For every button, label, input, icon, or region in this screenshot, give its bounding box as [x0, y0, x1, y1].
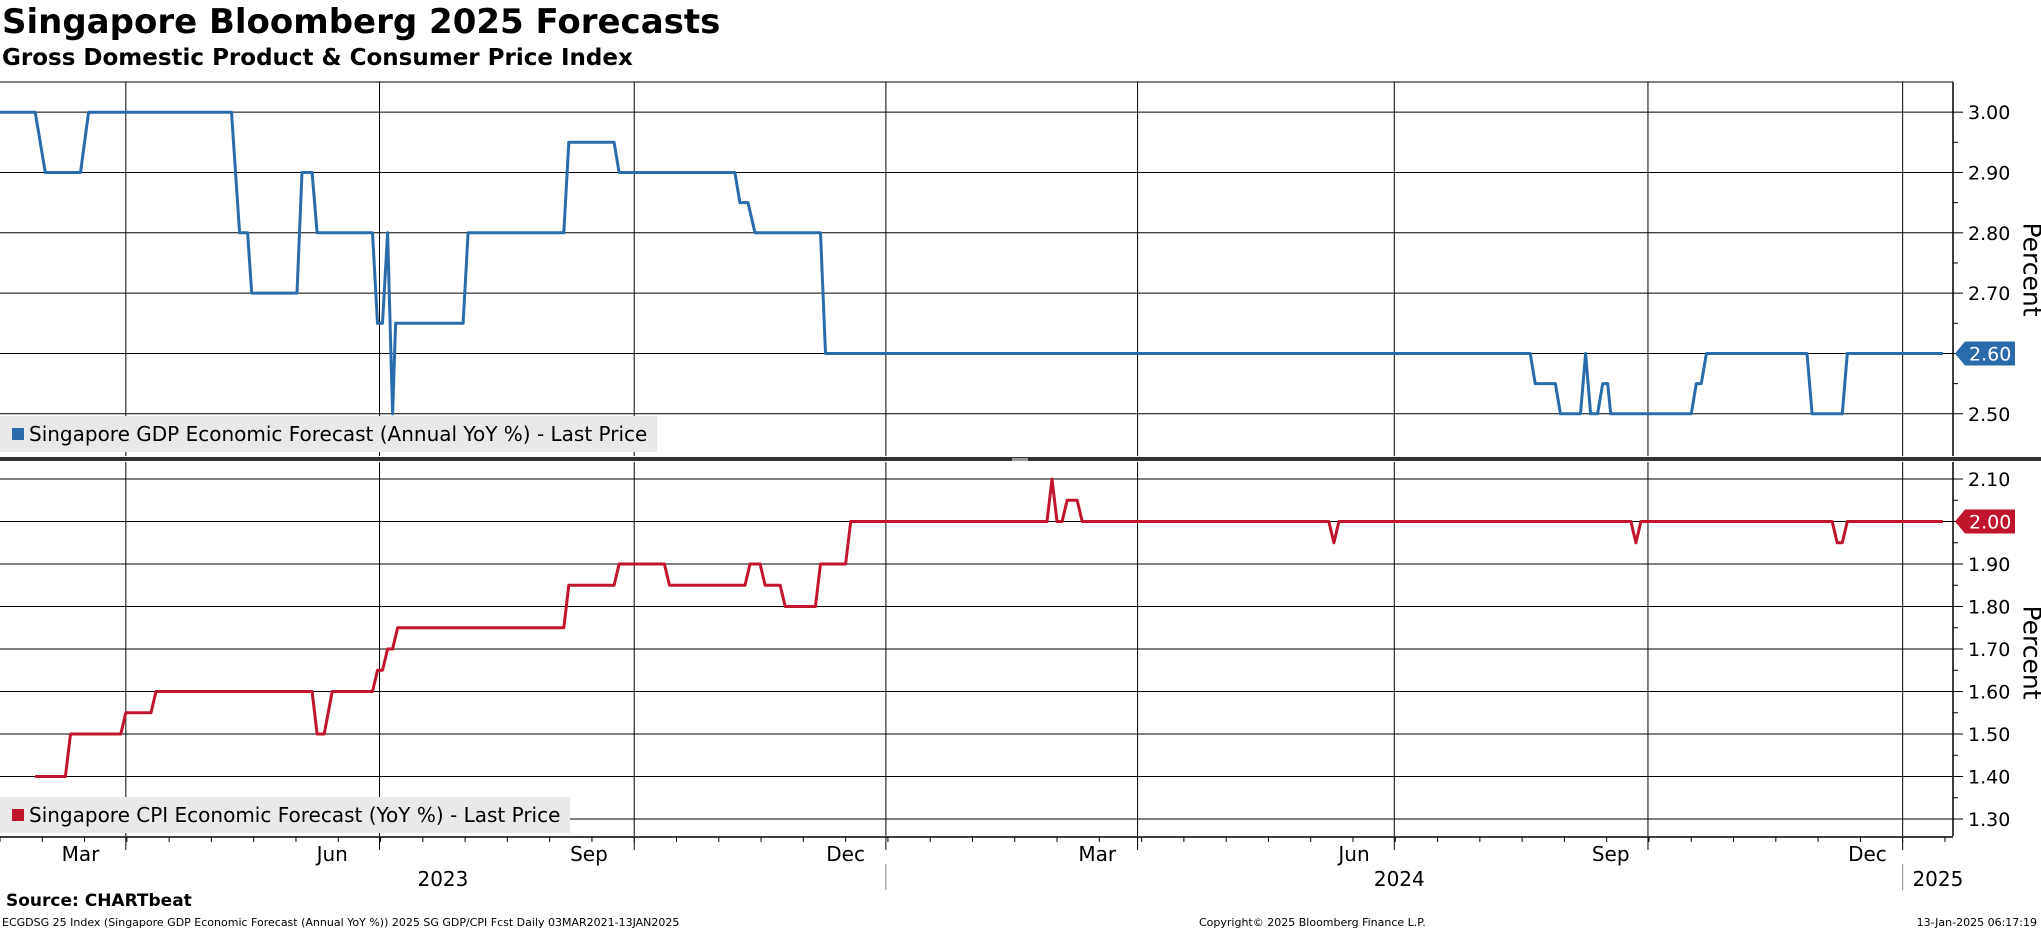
x-year-label: 2024 — [1374, 867, 1425, 891]
gdp-last-value-tag — [1955, 341, 2015, 366]
legend-cpi: Singapore CPI Economic Forecast (YoY %) … — [0, 797, 571, 833]
x-month-label: Jun — [1336, 842, 1369, 866]
gdp-y-axis-label: Percent — [2017, 222, 2041, 317]
x-year-label: 2025 — [1912, 867, 1963, 891]
x-month-label: Sep — [1592, 842, 1630, 866]
cpi-ytick-label: 1.80 — [1968, 597, 2010, 619]
chart-subtitle: Gross Domestic Product & Consumer Price … — [2, 45, 633, 71]
gdp-ytick-label: 3.00 — [1968, 102, 2010, 124]
cpi-ytick-label: 1.40 — [1968, 767, 2010, 789]
cpi-ytick-label: 1.70 — [1968, 639, 2010, 661]
copyright-note: Copyright© 2025 Bloomberg Finance L.P. — [1199, 916, 1426, 929]
x-month-label: Dec — [826, 842, 865, 866]
x-month-label: Dec — [1848, 842, 1887, 866]
x-month-label: Mar — [62, 842, 101, 866]
gdp-ytick-label: 2.90 — [1968, 162, 2010, 184]
cpi-last-value-tag — [1955, 509, 2015, 534]
cpi-y-axis-label: Percent — [2017, 605, 2041, 700]
x-month-label: Mar — [1078, 842, 1117, 866]
source-note: Source: CHARTbeat — [6, 891, 192, 911]
cpi-series-line — [35, 477, 1943, 778]
legend-cpi-label: Singapore CPI Economic Forecast (YoY %) … — [29, 803, 561, 827]
cpi-ytick-label: 2.10 — [1968, 469, 2010, 491]
timestamp: 13-Jan-2025 06:17:19 — [1916, 916, 2037, 929]
cpi-ytick-label: 1.60 — [1968, 682, 2010, 704]
chart-title: Singapore Bloomberg 2025 Forecasts — [2, 2, 721, 42]
ticker-description: ECGDSG 25 Index (Singapore GDP Economic … — [2, 916, 680, 929]
gdp-ytick-label: 2.80 — [1968, 223, 2010, 245]
legend-gdp-label: Singapore GDP Economic Forecast (Annual … — [29, 422, 648, 446]
gdp-last-value-label: 2.60 — [1969, 343, 2011, 365]
gdp-ytick-label: 2.50 — [1968, 404, 2010, 426]
gdp-ytick-label: 2.70 — [1968, 283, 2010, 305]
cpi-last-value-label: 2.00 — [1969, 512, 2011, 534]
cpi-ytick-label: 1.50 — [1968, 724, 2010, 746]
legend-cpi-swatch — [12, 809, 24, 821]
divider-handle — [1012, 458, 1028, 461]
x-month-label: Jun — [315, 842, 348, 866]
cpi-ytick-label: 1.30 — [1968, 809, 2010, 831]
x-month-label: Sep — [570, 842, 608, 866]
x-year-label: 2023 — [417, 867, 468, 891]
cpi-ytick-label: 1.90 — [1968, 554, 2010, 576]
legend-gdp: Singapore GDP Economic Forecast (Annual … — [0, 416, 658, 452]
legend-gdp-swatch — [12, 428, 24, 440]
gdp-series-line — [0, 110, 1943, 416]
